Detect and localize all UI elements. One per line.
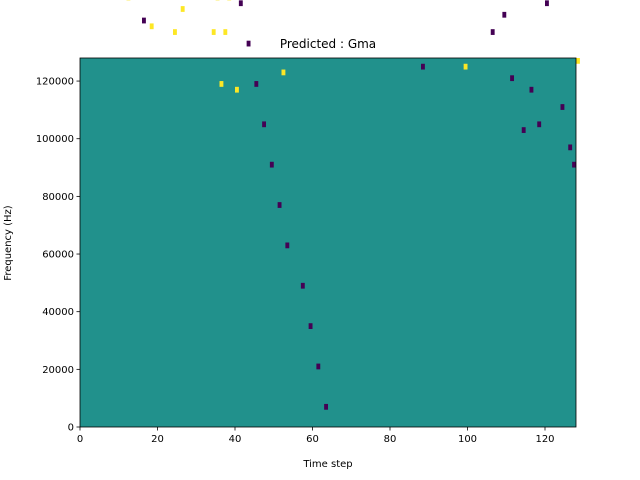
heatmap-cell-high — [235, 86, 239, 93]
heatmap-cell-low — [324, 403, 329, 410]
y-tick-label: 0 — [68, 423, 74, 434]
heatmap-cell-high — [173, 29, 177, 35]
heatmap-cell-low — [502, 11, 507, 18]
heatmap-cell-low — [238, 0, 243, 7]
x-axis-ticks: 0 20 40 60 80 100 120 — [77, 427, 555, 445]
heatmap-cell-low — [521, 127, 526, 133]
heatmap-cell-low — [490, 29, 495, 35]
heatmap-cell-low — [308, 323, 313, 329]
plot-frame — [79, 57, 577, 428]
y-tick-label: 100000 — [36, 134, 74, 145]
x-tick-label: 80 — [384, 434, 397, 445]
heatmap-cell-high — [219, 81, 224, 87]
heatmap-cell-high — [281, 69, 286, 76]
heatmap-cell-low — [262, 121, 267, 128]
heatmap-cell-low — [285, 242, 290, 249]
heatmap-background — [80, 58, 576, 427]
heatmap-cell-high — [223, 29, 228, 35]
heatmap-cell-low — [300, 282, 305, 289]
heatmap-cell-low — [277, 202, 282, 208]
plot-area — [79, 0, 580, 428]
x-tick-label: 120 — [535, 434, 554, 445]
y-tick-label: 80000 — [42, 192, 74, 203]
y-axis-label: Frequency (Hz) — [3, 205, 14, 281]
y-axis-ticks: 0 20000 40000 60000 80000 100000 120000 — [36, 77, 80, 434]
heatmap-cell-low — [545, 0, 549, 7]
heatmap-cell-low — [537, 121, 542, 128]
heatmap-cell-low — [269, 161, 274, 168]
heatmap-cell-low — [510, 75, 515, 82]
heatmap-cell-low — [316, 363, 321, 370]
heatmap-cell-low — [568, 144, 573, 151]
heatmap-cell-high — [180, 6, 185, 12]
heatmap-cell-low — [560, 104, 565, 110]
x-axis-label: Time step — [302, 459, 352, 470]
y-tick-label: 60000 — [42, 250, 74, 261]
heatmap-cell-high — [576, 58, 580, 64]
heatmap-cell-low — [529, 86, 534, 93]
y-tick-label: 20000 — [42, 365, 74, 376]
heatmap-cell-low — [246, 40, 251, 47]
heatmap-cell-high — [149, 23, 154, 30]
x-tick-label: 40 — [229, 434, 242, 445]
chart-title: Predicted : Gma — [280, 37, 376, 51]
heatmap-cell-low — [142, 17, 146, 24]
y-tick-label: 40000 — [42, 307, 74, 318]
heatmap-cell-low — [421, 63, 425, 70]
y-tick-label: 120000 — [36, 77, 74, 88]
heatmap-cell-low — [572, 161, 577, 168]
x-tick-label: 60 — [306, 434, 319, 445]
heatmap-cell-high — [463, 63, 468, 70]
x-tick-label: 20 — [151, 434, 164, 445]
heatmap-cell-high — [211, 29, 216, 35]
heatmap-cell-low — [254, 81, 259, 87]
x-tick-label: 0 — [77, 434, 83, 445]
x-tick-label: 100 — [458, 434, 477, 445]
